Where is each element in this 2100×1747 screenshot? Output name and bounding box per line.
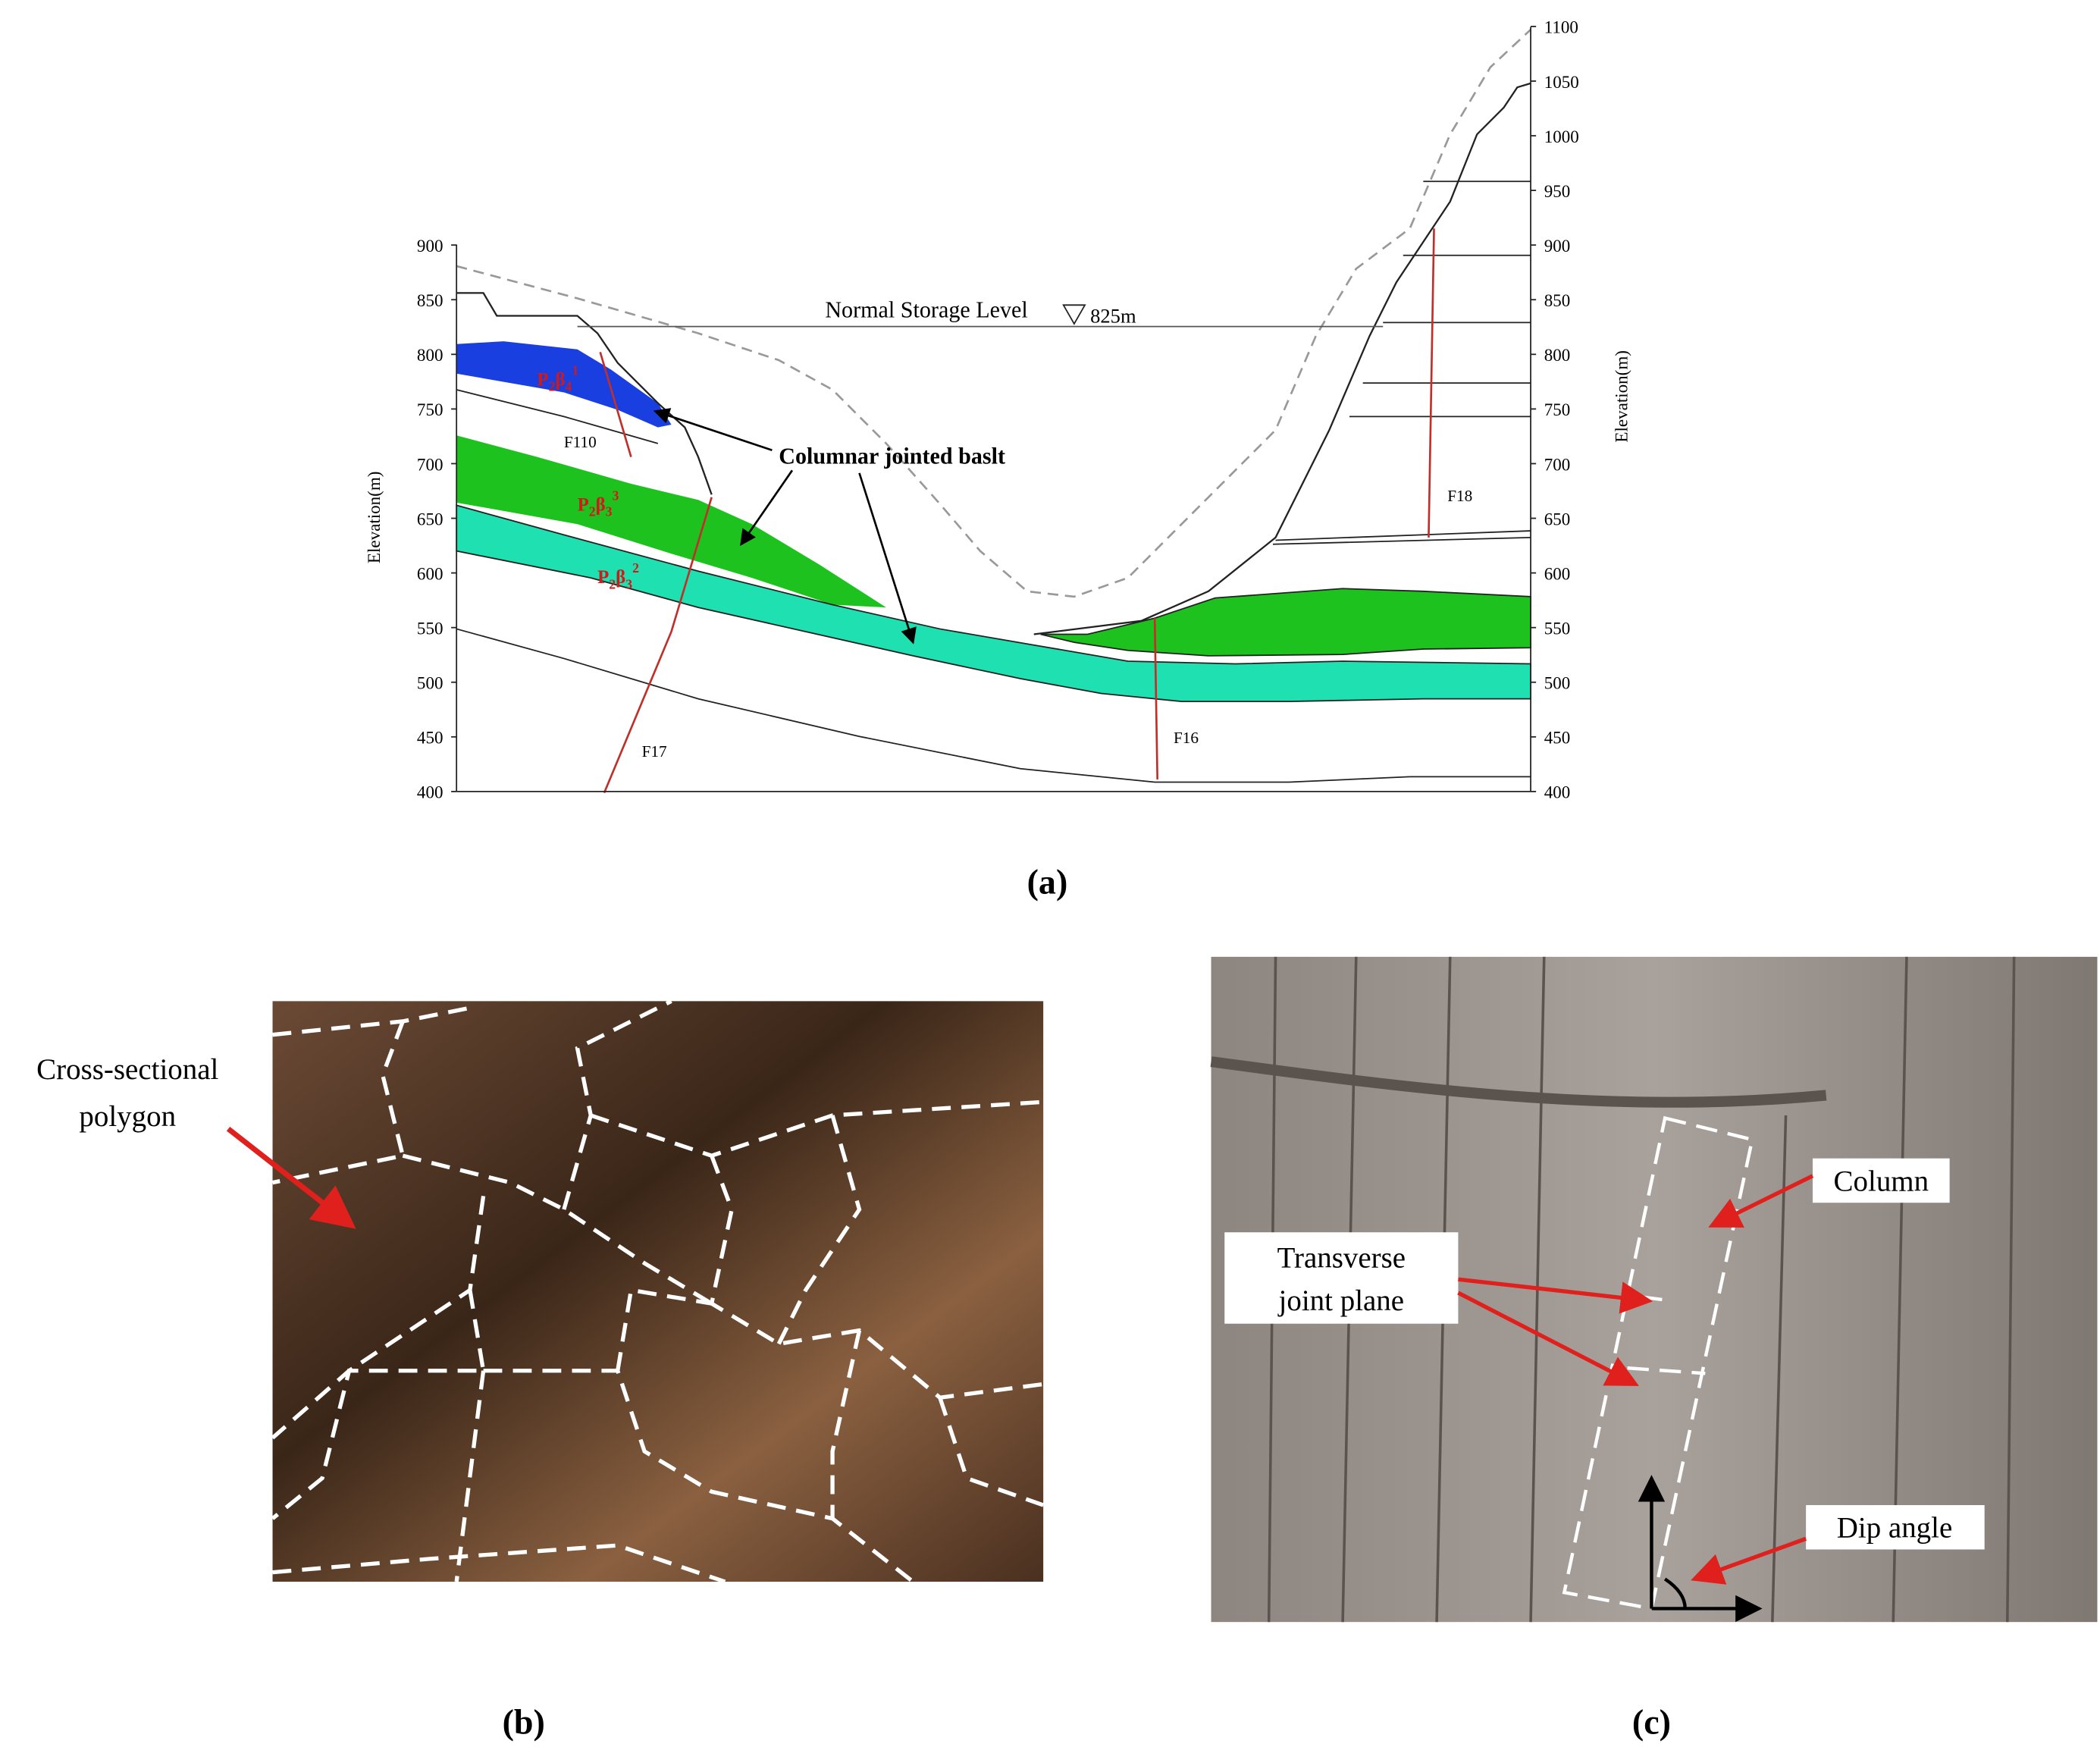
tick-label: 650 (417, 509, 444, 528)
tick-label: 1000 (1544, 127, 1579, 146)
layer-label-part: 2 (589, 504, 596, 519)
tick-label: 650 (1544, 509, 1571, 528)
layer-label-part: P (537, 370, 548, 390)
label: Transverse (1277, 1241, 1406, 1274)
tick-label: 850 (417, 290, 444, 310)
tick-label: 450 (417, 728, 444, 748)
tick-label: 850 (1544, 290, 1571, 310)
layer-label-part: β (555, 370, 565, 390)
layer-label-part: 3 (625, 576, 632, 591)
layer-label-part: 2 (609, 576, 616, 591)
caption: (c) (1632, 1702, 1671, 1741)
layer-label: P2β32 (597, 560, 639, 591)
tick-label: 600 (1544, 563, 1571, 583)
photo-b (271, 999, 1045, 1584)
tick-label: 400 (1544, 783, 1571, 802)
layer-label-part: P (578, 494, 589, 515)
caption: (a) (1027, 863, 1068, 902)
tick-label: 550 (417, 619, 444, 638)
annotation: polygon (79, 1100, 176, 1133)
tick-label: 800 (1544, 345, 1571, 365)
layer-label-part: 1 (572, 362, 578, 378)
tick-label: 800 (417, 345, 444, 365)
tick-label: 750 (417, 400, 444, 419)
tick-label: 900 (1544, 236, 1571, 256)
layer-label: P2β33 (578, 488, 619, 519)
layer-label-part: β (616, 567, 625, 588)
layer-label-part: P (597, 567, 609, 588)
layer-label-part: β (596, 494, 606, 515)
layer-label-part: 4 (566, 379, 572, 394)
fault-label: F16 (1174, 729, 1199, 747)
tick-label: 600 (417, 563, 444, 583)
label: Column (1834, 1165, 1929, 1197)
tick-label: 700 (417, 454, 444, 474)
layer-label: P2β41 (537, 362, 578, 394)
left-axis-label: Elevation(m) (364, 472, 384, 563)
tick-label: 700 (1544, 454, 1571, 474)
storage-label: Normal Storage Level (825, 296, 1027, 322)
tick-label: 1050 (1544, 72, 1579, 92)
layer-label-part: 3 (606, 504, 613, 519)
right-axis-label: Elevation(m) (1612, 350, 1631, 442)
fault-label: F18 (1447, 487, 1472, 505)
layer-label-part: 2 (632, 560, 639, 576)
annotation: Columnar jointed baslt (779, 443, 1005, 469)
tick-label: 500 (417, 673, 444, 693)
fault-labels: F110 F17 F16 F18 (564, 433, 1472, 761)
tick-label: 550 (1544, 619, 1571, 638)
section-shapes (456, 27, 1531, 794)
tick-label: 950 (1544, 181, 1571, 201)
storage-value: 825m (1090, 304, 1136, 327)
fault-label: F110 (564, 433, 597, 451)
axis-ticks: 400 450 500 550 600 650 700 750 800 850 900 400 450 5… (417, 17, 1579, 802)
tick-label: 750 (1544, 400, 1571, 419)
tick-label: 500 (1544, 673, 1571, 693)
fault-label: F17 (642, 742, 667, 761)
tick-label: 1100 (1544, 17, 1578, 37)
layer-label-part: 2 (549, 379, 556, 394)
tick-label: 400 (417, 783, 444, 802)
photo-labels: Cross-sectional polygon Column Transvers… (36, 1053, 1985, 1585)
label: Dip angle (1837, 1512, 1953, 1545)
tick-label: 450 (1544, 728, 1571, 748)
layer-label-part: 3 (613, 488, 619, 503)
caption: (b) (503, 1702, 545, 1741)
label: joint plane (1277, 1284, 1405, 1317)
tick-label: 900 (417, 236, 444, 256)
annotation: Cross-sectional (36, 1053, 218, 1086)
